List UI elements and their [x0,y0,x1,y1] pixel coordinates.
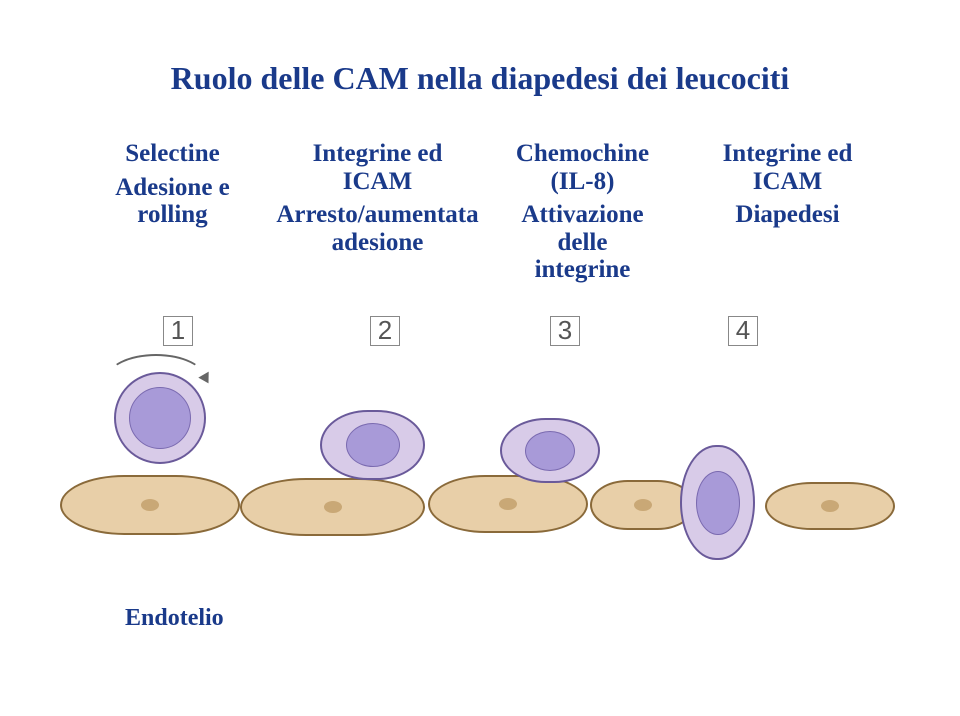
stage-number-2: 2 [370,316,400,346]
column-labels: Selectine Adesione erolling Integrine ed… [70,140,890,284]
stage-number-4: 4 [728,316,758,346]
col-3: Chemochine(IL-8) Attivazionedelleintegri… [480,140,685,284]
col-2: Integrine edICAM Arresto/aumentataadesio… [275,140,480,284]
col-4-top: Integrine edICAM [723,140,853,195]
leukocyte-diapedesis: .leukocyte[data-name="leukocyte-diapedes… [680,445,755,560]
endothelial-cell [240,478,425,536]
diagram-area: 1 2 3 4 .leukocyte[data-name="leukocyte-… [70,310,890,570]
endothelial-cell [428,475,588,533]
col-2-top: Integrine edICAM [313,140,443,195]
leukocyte-activation: .leukocyte[data-name="leukocyte-activati… [500,418,600,483]
leukocyte-adhesion: .leukocyte[data-name="leukocyte-adhesion… [320,410,425,480]
col-3-bottom: Attivazionedelleintegrine [521,201,643,284]
col-4: Integrine edICAM Diapedesi [685,140,890,284]
endothelial-cell [60,475,240,535]
col-1: Selectine Adesione erolling [70,140,275,284]
col-2-bottom: Arresto/aumentataadesione [276,201,478,256]
col-1-top: Selectine [125,140,219,168]
stage-number-3: 3 [550,316,580,346]
col-1-bottom: Adesione erolling [115,174,230,229]
endothelial-cell [765,482,895,530]
leukocyte-rolling: .leukocyte[data-name="leukocyte-rolling"… [114,372,206,464]
col-4-bottom: Diapedesi [735,201,839,229]
page-title: Ruolo delle CAM nella diapedesi dei leuc… [0,60,960,97]
stage-number-1: 1 [163,316,193,346]
col-3-top: Chemochine(IL-8) [516,140,649,195]
endothelium-label: Endotelio [125,605,224,632]
